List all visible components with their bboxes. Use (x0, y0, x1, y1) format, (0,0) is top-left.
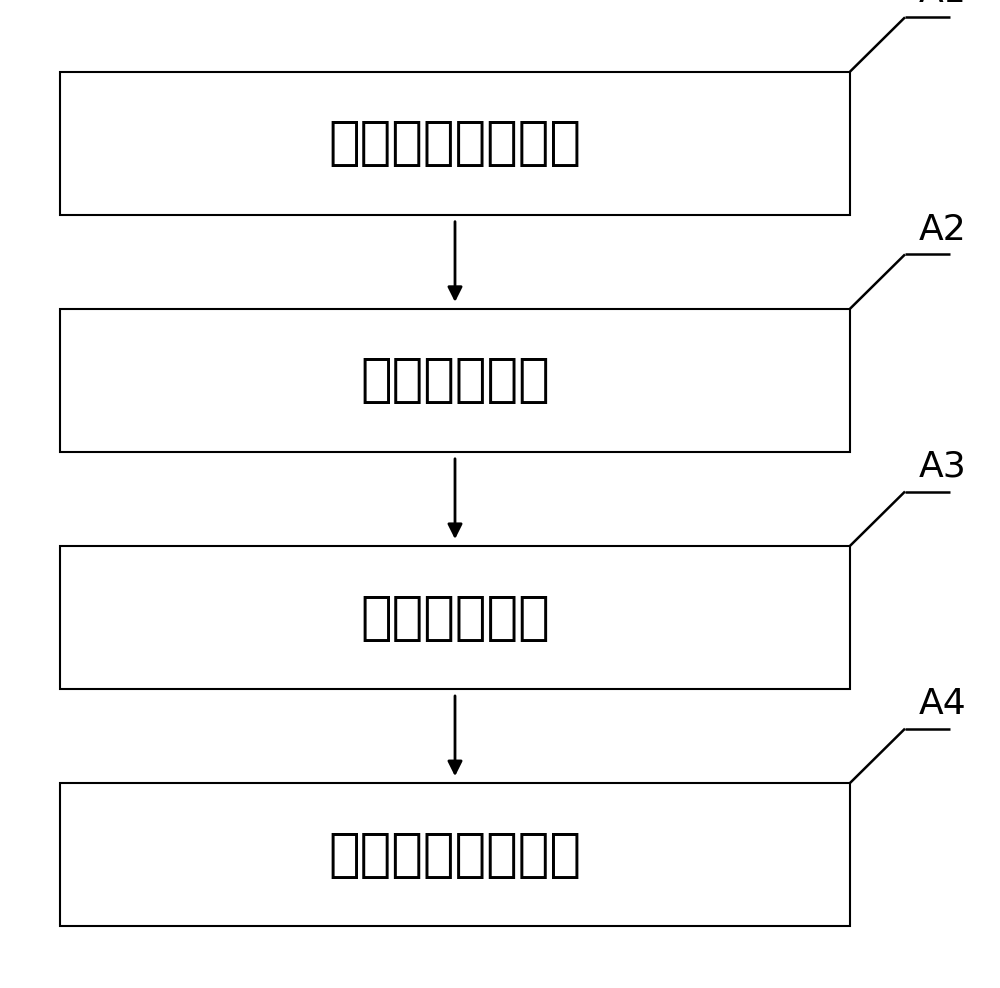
Bar (60, 309, 850, 453)
Text: A1: A1 (918, 0, 966, 10)
Text: A4: A4 (918, 687, 966, 721)
Text: 设定频率复用模式: 设定频率复用模式 (328, 118, 582, 169)
Text: A3: A3 (918, 450, 966, 483)
Bar (60, 545, 850, 690)
Text: A2: A2 (918, 212, 966, 247)
Text: 设定系统参数: 设定系统参数 (360, 592, 550, 643)
Bar (60, 782, 850, 927)
Bar (60, 72, 850, 215)
Text: 定义系统模型: 定义系统模型 (360, 355, 550, 406)
Text: 设定系统性能指标: 设定系统性能指标 (328, 829, 582, 880)
